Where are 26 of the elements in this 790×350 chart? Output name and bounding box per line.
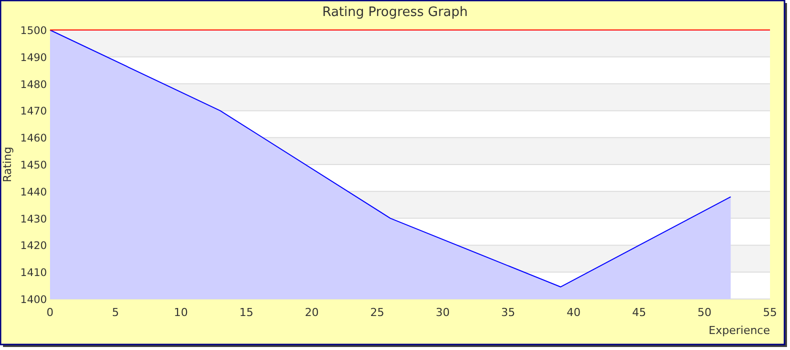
y-tick-label: 1430 xyxy=(20,213,47,226)
x-axis-title: Experience xyxy=(708,324,770,337)
y-tick-label: 1500 xyxy=(20,25,47,37)
y-tick-label: 1470 xyxy=(20,106,47,118)
y-tick-label: 1450 xyxy=(20,160,47,172)
x-tick-label: 35 xyxy=(501,306,516,319)
x-tick-label: 50 xyxy=(698,306,712,319)
y-tick-label: 1460 xyxy=(20,132,47,145)
x-tick-label: 45 xyxy=(632,306,646,319)
x-tick-label: 25 xyxy=(370,306,384,319)
x-tick-label: 10 xyxy=(174,306,188,319)
y-tick-label: 1400 xyxy=(20,294,47,306)
y-tick-label: 1480 xyxy=(20,78,47,91)
x-tick-label: 30 xyxy=(436,306,450,319)
x-tick-label: 55 xyxy=(763,306,777,319)
x-tick-label: 0 xyxy=(46,306,54,319)
x-tick-label: 20 xyxy=(304,306,319,319)
x-tick-label: 15 xyxy=(239,306,254,319)
y-tick-label: 1420 xyxy=(20,240,47,252)
y-tick-label: 1490 xyxy=(20,52,47,64)
x-tick-label: 5 xyxy=(112,306,119,319)
y-tick-label: 1440 xyxy=(20,186,47,198)
x-tick-label: 40 xyxy=(566,306,581,319)
y-tick-label: 1410 xyxy=(20,267,47,280)
chart-title: Rating Progress Graph xyxy=(322,5,468,20)
y-axis-title: Rating xyxy=(1,146,14,182)
